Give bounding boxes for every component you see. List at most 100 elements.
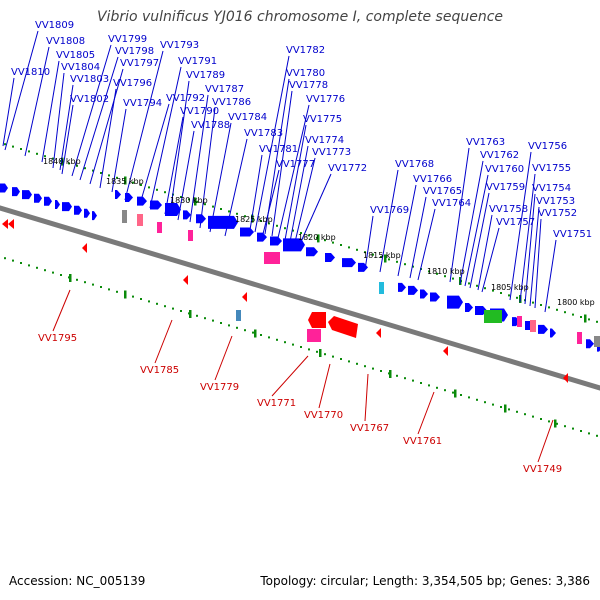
major-tick: [504, 404, 507, 413]
forward-gene: [358, 262, 368, 272]
gene-label: VV1793: [160, 40, 199, 51]
scale-dot: [412, 265, 414, 268]
rna-feature: [484, 310, 502, 323]
scale-dot: [116, 176, 118, 179]
leader-line: [544, 239, 557, 313]
scale-dot: [452, 277, 454, 280]
reverse-gene: [8, 219, 14, 229]
leader-line: [364, 215, 374, 271]
scale-dot: [44, 269, 46, 272]
scale-dot: [228, 324, 230, 327]
scale-dot: [204, 317, 206, 320]
leader-line: [2, 77, 15, 147]
scale-dot: [108, 288, 110, 291]
leader-line: [89, 68, 124, 185]
leader-line: [509, 151, 532, 301]
scale-dot: [20, 262, 22, 264]
scale-dot: [580, 316, 582, 318]
gene-label: VV1774: [305, 135, 344, 146]
scale-dot: [316, 350, 318, 353]
leader-line: [154, 319, 173, 364]
leader-line: [397, 184, 417, 277]
forward-gene: [12, 187, 20, 197]
rna-feature: [157, 222, 162, 233]
forward-gene: [465, 303, 473, 312]
gene-label: VV1754: [532, 183, 571, 194]
scale-dot: [364, 365, 366, 368]
scale-dot: [372, 253, 374, 256]
scale-dot: [180, 196, 182, 198]
scale-dot: [172, 307, 174, 310]
scale-dot: [476, 398, 478, 401]
leader-line: [61, 104, 74, 175]
scale-dot: [564, 311, 566, 314]
scale-dot: [356, 248, 358, 251]
scale-dot: [596, 434, 598, 437]
scale-dot: [468, 396, 470, 399]
gene-label: VV1810: [11, 67, 50, 78]
gene-label: VV1766: [413, 174, 452, 185]
gene-label: VV1767: [350, 423, 389, 434]
scale-dot: [252, 331, 254, 334]
leader-line: [111, 108, 127, 193]
gene-label: VV1771: [257, 398, 296, 409]
scale-labels: 1840 kbp 1835 kbp 1830 kbp 1825 kbp 1820 kbp…: [43, 157, 595, 307]
scale-dot: [244, 329, 246, 332]
reverse-gene: [328, 316, 358, 338]
gene-label: VV1780: [286, 68, 325, 79]
leader-line: [289, 145, 309, 243]
gene-label: VV1805: [56, 50, 95, 61]
gene-label: VV1791: [178, 56, 217, 67]
gene-label: VV1776: [306, 94, 345, 105]
scale-dot: [532, 415, 534, 418]
scale-dot: [276, 338, 278, 341]
accession-text: Accession: NC_005139: [9, 574, 146, 588]
leader-line: [284, 124, 307, 241]
reverse-gene: [308, 312, 326, 328]
scale-dot: [476, 284, 478, 287]
forward-gene: [208, 215, 238, 229]
scale-dot: [516, 410, 518, 413]
forward-gene: [183, 210, 191, 220]
major-tick: [454, 389, 457, 398]
forward-gene: [447, 295, 463, 309]
forward-gene: [420, 289, 428, 299]
scale-dot: [404, 377, 406, 380]
gene-label: VV1782: [286, 45, 325, 56]
leader-lines: [2, 30, 557, 463]
scale-dot: [364, 251, 366, 254]
scale-dot: [244, 215, 246, 218]
forward-gene: [430, 292, 440, 302]
scale-dot: [564, 425, 566, 428]
reverse-gene: [376, 328, 381, 338]
scale-dot: [148, 186, 150, 189]
scale-dot: [548, 420, 550, 423]
scale-dot: [572, 427, 574, 430]
scale-dot: [292, 343, 294, 346]
forward-gene: [44, 196, 52, 206]
backbone-line: [0, 205, 600, 391]
leader-line: [464, 174, 489, 287]
scale-dot: [108, 174, 110, 177]
scale-dot: [140, 184, 142, 186]
gene-label: VV1762: [480, 150, 519, 161]
scale-dot: [140, 298, 142, 300]
scale-dot: [396, 374, 398, 377]
rna-feature: [122, 210, 127, 223]
leader-line: [477, 214, 493, 291]
scale-dot: [324, 239, 326, 242]
rna-feature: [530, 320, 536, 332]
scale-dot: [572, 313, 574, 316]
scale-dot: [116, 290, 118, 293]
scale-dot: [516, 296, 518, 299]
gene-features: [0, 183, 600, 383]
leader-line: [214, 335, 233, 381]
leader-line: [271, 90, 293, 237]
leader-line: [277, 104, 310, 239]
gene-label: VV1772: [328, 163, 367, 174]
scale-dot: [556, 422, 558, 425]
scale-dot: [52, 157, 54, 160]
reverse-gene: [183, 275, 188, 285]
scale-dot: [444, 389, 446, 392]
leader-line: [409, 196, 427, 279]
